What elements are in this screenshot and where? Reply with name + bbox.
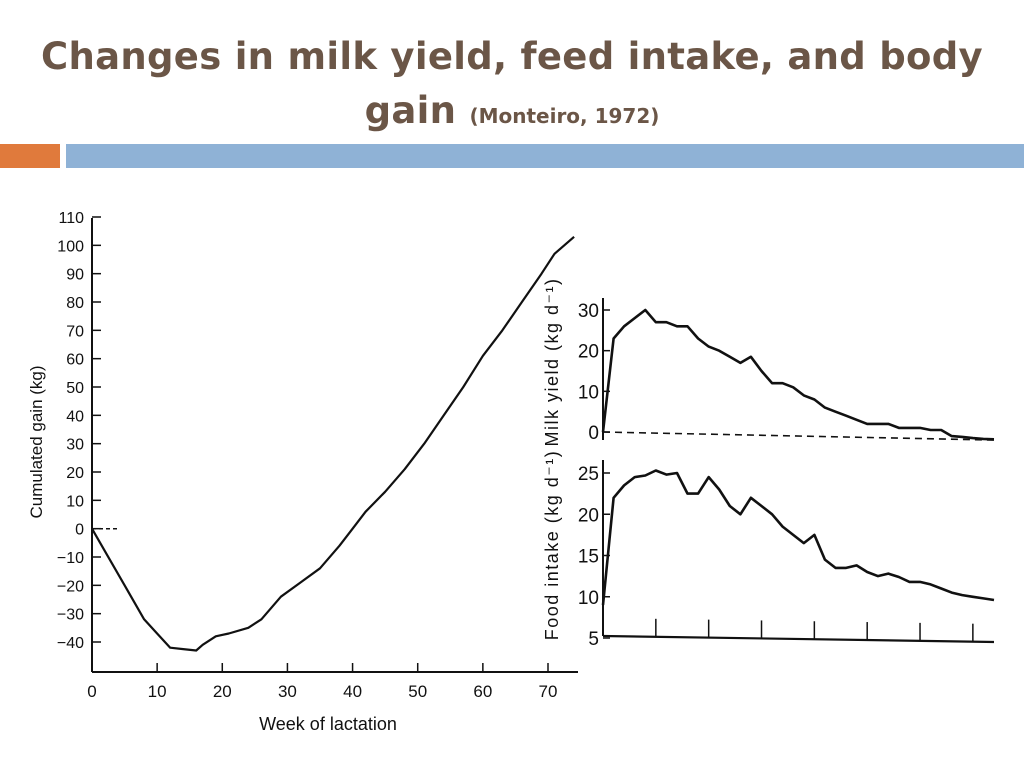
milk-lines — [601, 308, 995, 441]
food-lines — [601, 469, 995, 606]
gain-series-line — [91, 235, 575, 652]
food-y-tick-label: 15 — [578, 547, 599, 568]
food-y-tick-label: 20 — [578, 505, 599, 526]
gain-y-tick-label: 50 — [66, 380, 84, 397]
gain-y-tick-label: 100 — [57, 238, 84, 255]
gain-x-tick-label: 10 — [148, 682, 167, 701]
slide-title: Changes in milk yield, feed intake, and … — [40, 30, 984, 143]
food-y-tick-label: 25 — [578, 464, 599, 485]
food-ticks: 25 20 15 10 5 — [578, 464, 974, 650]
gain-x-tick-label: 40 — [343, 682, 362, 701]
title-citation: (Monteiro, 1972) — [469, 104, 660, 128]
gain-x-axis-label: Week of lactation — [259, 714, 397, 734]
gain-y-tick-label: 0 — [75, 522, 84, 539]
milk-y-tick-label: 20 — [578, 342, 599, 363]
food-axes — [602, 460, 995, 644]
chart-milk-yield: 30 20 10 0 Milk yield (kg d⁻¹) — [542, 277, 995, 447]
gain-x-tick-label: 70 — [539, 682, 558, 701]
food-x-axis — [602, 634, 995, 644]
gain-x-tick-label: 60 — [473, 682, 492, 701]
milk-y-tick-label: 10 — [578, 382, 599, 403]
accent-bar — [0, 144, 60, 168]
gain-x-tick-label: 30 — [278, 682, 297, 701]
food-y-tick-label: 10 — [578, 588, 599, 609]
gain-x-tick-label: 50 — [408, 682, 427, 701]
milk-zero-reference-line — [602, 431, 995, 441]
gain-axes — [91, 218, 578, 673]
food-y-tick-label: 5 — [588, 629, 599, 650]
gain-y-tick-label: −40 — [57, 635, 84, 652]
gain-y-tick-label: 90 — [66, 267, 84, 284]
gain-y-tick-label: −30 — [57, 607, 84, 624]
gain-x-tick-label: 0 — [87, 682, 96, 701]
milk-y-tick-label: 30 — [578, 301, 599, 322]
gain-y-tick-label: −10 — [57, 550, 84, 567]
food-series-line — [601, 469, 995, 606]
gain-y-tick-label: 10 — [66, 493, 84, 510]
milk-series-line — [601, 308, 995, 441]
food-y-axis-label: Food intake (kg d⁻¹) — [542, 450, 562, 641]
gain-y-tick-label: 20 — [66, 465, 84, 482]
gain-y-tick-label: 110 — [58, 210, 84, 227]
gain-y-tick-label: 60 — [66, 352, 84, 369]
gain-y-tick-label: 30 — [66, 437, 84, 454]
milk-ticks: 30 20 10 0 — [578, 301, 610, 444]
milk-y-tick-label: 0 — [588, 423, 599, 444]
gain-lines — [91, 235, 575, 652]
gain-y-tick-label: −20 — [57, 578, 84, 595]
gain-y-axis-label: Cumulated gain (kg) — [27, 365, 46, 518]
gain-y-tick-label: 80 — [66, 295, 84, 312]
title-text: Changes in milk yield, feed intake, and … — [41, 35, 983, 132]
gain-y-tick-label: 70 — [66, 323, 84, 340]
header-bar — [66, 144, 1024, 168]
chart-food-intake: 25 20 15 10 5 Food intake (kg d⁻¹) — [542, 450, 995, 650]
milk-y-axis-label: Milk yield (kg d⁻¹) — [542, 277, 562, 446]
gain-x-tick-label: 20 — [213, 682, 232, 701]
gain-y-tick-label: 40 — [66, 408, 84, 425]
